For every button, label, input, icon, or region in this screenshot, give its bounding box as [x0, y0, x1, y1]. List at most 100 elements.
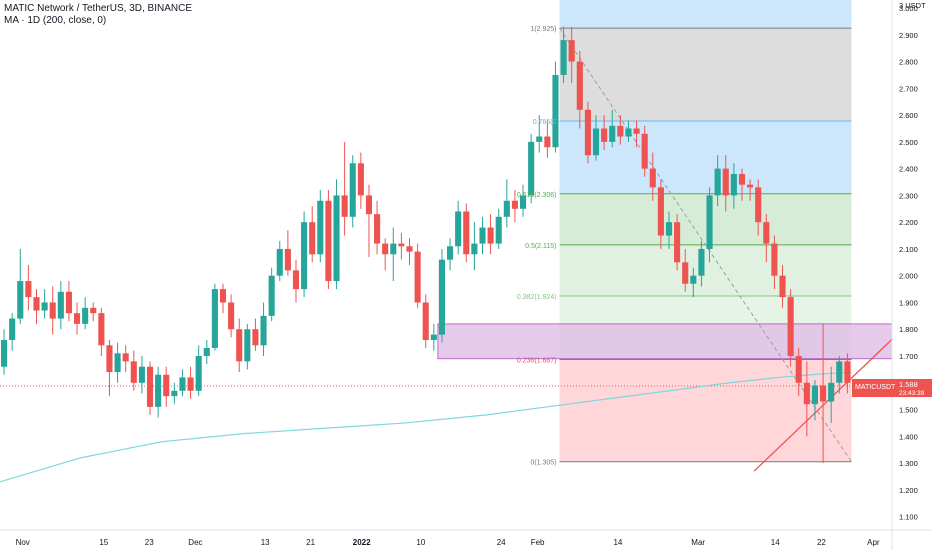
time-tick-label: Nov [16, 538, 30, 547]
fib-trend-dashed-line [559, 27, 852, 463]
price-tick-label: 1.800 [899, 325, 918, 334]
resistance-zone[interactable] [437, 323, 893, 360]
candle-body [649, 168, 656, 188]
candle-body [187, 377, 194, 391]
candle-body [755, 187, 762, 223]
candle [1, 329, 8, 375]
candle [236, 318, 243, 373]
candle-body [641, 133, 648, 169]
candle-body [787, 297, 794, 357]
candle [187, 366, 194, 399]
candle-body [844, 361, 851, 383]
candle-body [820, 385, 827, 402]
candle [665, 211, 673, 249]
candle [779, 265, 786, 308]
candle [65, 281, 72, 322]
candle [828, 366, 835, 423]
candle-body [738, 173, 746, 185]
candle-body [665, 222, 673, 236]
time-tick-label: 10 [416, 538, 425, 547]
candle [495, 208, 502, 249]
candle-body [803, 382, 810, 405]
candle [33, 289, 40, 324]
candle-body [292, 270, 300, 290]
fib-band [559, 193, 852, 245]
candle-body [357, 163, 364, 196]
candle-body [722, 168, 729, 196]
candle [674, 214, 681, 271]
candle [771, 235, 778, 290]
candle-body [236, 329, 243, 362]
candle-body [771, 243, 778, 276]
fib-labels: 1(2.925) 0.786(2 0.618(2.306) 0.5(2.115) 0.3… [517, 26, 557, 467]
candle [560, 26, 567, 83]
candle [252, 318, 259, 351]
candle [398, 232, 405, 260]
candle-body [617, 125, 624, 137]
zone-rect [437, 323, 893, 360]
candle [357, 152, 364, 209]
candle [9, 313, 16, 351]
candle [511, 190, 518, 223]
fib-band [559, 244, 852, 297]
candle [106, 339, 113, 397]
candle [365, 184, 373, 257]
candle-body [487, 227, 494, 244]
candle [787, 289, 794, 367]
candle-body [544, 136, 551, 148]
candle-body [503, 200, 510, 217]
candle [609, 109, 616, 148]
indicator-legend[interactable]: MA · 1D (200, close, 0) [4, 15, 107, 26]
candle [447, 238, 454, 271]
candle-body [422, 302, 429, 340]
time-tick-label: 22 [817, 538, 826, 547]
candle-body [130, 361, 137, 383]
candle [536, 115, 543, 153]
time-tick-label: 14 [771, 538, 780, 547]
time-tick-label: 2022 [353, 538, 371, 547]
candle [276, 240, 283, 282]
candle-body [122, 353, 129, 362]
candle [714, 155, 721, 207]
candle-body [41, 302, 48, 311]
candle-body [374, 214, 381, 244]
candle-body [625, 128, 632, 137]
price-axis-bg [892, 0, 932, 550]
price-tick-label: 2.100 [899, 245, 918, 254]
candle [138, 356, 145, 394]
candle [114, 342, 121, 383]
candle [528, 133, 535, 204]
candle-body [106, 345, 113, 373]
candle-body [747, 184, 754, 188]
time-tick-label: Mar [691, 538, 705, 547]
candle-body [244, 329, 251, 362]
price-tick-label: 2.600 [899, 111, 918, 120]
moving-average [0, 371, 852, 483]
candle [414, 243, 421, 308]
price-tick-label: 2.900 [899, 31, 918, 40]
price-tag-symbol: MATICUSDT [855, 384, 896, 391]
fib-level-label: 0.5(2.115) [525, 243, 556, 250]
candle [349, 155, 356, 228]
candle [747, 179, 754, 201]
candle [738, 168, 746, 201]
candle [649, 152, 656, 201]
candle-body [471, 243, 478, 255]
candle-body [114, 353, 121, 373]
candle-body [90, 307, 97, 314]
candle [98, 307, 105, 357]
candle [592, 115, 600, 161]
candle-body [390, 243, 397, 255]
candle-body [155, 374, 162, 407]
candle [406, 238, 413, 265]
price-tag[interactable]: MATICUSDT 1.588 23:43:39 [852, 378, 932, 397]
candle-body [25, 281, 32, 298]
candle [203, 339, 210, 365]
chart-symbol-title[interactable]: MATIC Network / TetherUS, 3D, BINANCE [4, 3, 193, 14]
price-tick-label: 1.200 [899, 486, 918, 495]
candle-body [82, 307, 89, 324]
candle [49, 286, 56, 335]
candle-body [146, 366, 154, 407]
fib-level-label: 1(2.925) [530, 26, 556, 33]
